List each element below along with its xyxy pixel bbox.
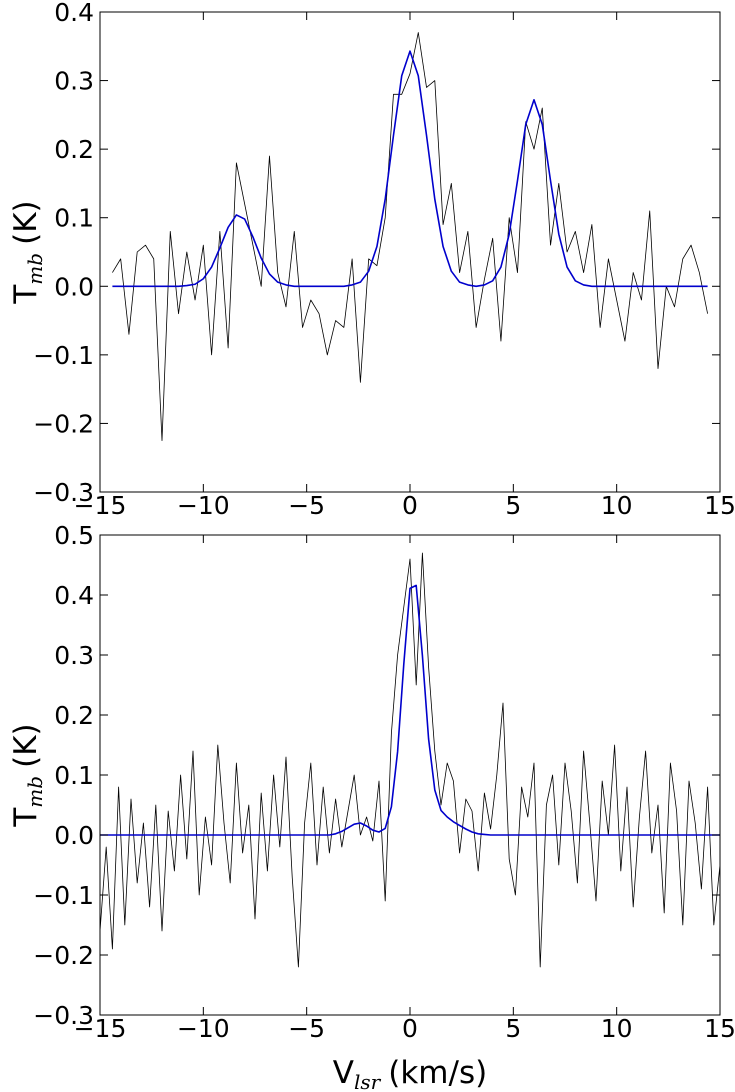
x-label-unit: (km/s): [388, 1055, 487, 1091]
spectrum-line: [100, 552, 720, 968]
axes-frame: [99, 534, 721, 1016]
x-tick-label: 0: [402, 491, 418, 520]
x-label-sub: lsr: [354, 1070, 382, 1092]
y-label-sub: mb: [23, 253, 47, 285]
y-label-main: T: [8, 807, 44, 828]
y-tick-label: 0.4: [54, 0, 94, 27]
y-tick-label: −0.3: [33, 1001, 94, 1030]
y-tick-label: −0.2: [33, 409, 94, 438]
y-tick-label: 0.3: [54, 67, 94, 96]
x-axis-label: Vlsr (km/s): [333, 1055, 487, 1092]
y-tick-label: 0.4: [54, 581, 94, 610]
x-tick-label: 10: [601, 1014, 633, 1043]
x-tick-label: −15: [74, 491, 127, 520]
spectrum-line: [100, 584, 720, 836]
y-tick-label: 0.3: [54, 641, 94, 670]
x-tick-label: −10: [177, 491, 230, 520]
x-tick-label: −15: [74, 1014, 127, 1043]
y-tick-label: 0.1: [54, 761, 94, 790]
spectrum-line: [112, 50, 708, 288]
x-tick-label: 5: [505, 491, 521, 520]
y-tick-label: 0.2: [54, 701, 94, 730]
x-tick-label: 10: [601, 491, 633, 520]
y-label-sub: mb: [23, 776, 47, 808]
y-label-unit: (K): [8, 723, 44, 768]
y-tick-label: −0.3: [33, 478, 94, 507]
y-tick-label: −0.1: [33, 341, 94, 370]
spectrum-line: [112, 32, 708, 441]
x-tick-label: −10: [177, 1014, 230, 1043]
y-tick-label: 0.0: [54, 272, 94, 301]
x-label-main: V: [333, 1055, 354, 1091]
axes-frame: [99, 11, 721, 493]
y-tick-label: −0.1: [33, 881, 94, 910]
y-axis-label: Tmb (K): [8, 723, 47, 827]
x-tick-label: 0: [402, 1014, 418, 1043]
x-tick-label: 15: [704, 491, 735, 520]
y-axis-label: Tmb (K): [8, 200, 47, 304]
y-label-unit: (K): [8, 200, 44, 245]
x-tick-label: 15: [704, 1014, 735, 1043]
x-tick-label: 5: [505, 1014, 521, 1043]
x-tick-label: −5: [288, 1014, 325, 1043]
y-label-main: T: [8, 284, 44, 305]
y-tick-label: 0.0: [54, 821, 94, 850]
y-tick-label: 0.5: [54, 521, 94, 550]
y-tick-label: 0.2: [54, 135, 94, 164]
x-tick-label: −5: [288, 491, 325, 520]
y-tick-label: −0.2: [33, 941, 94, 970]
y-tick-label: 0.1: [54, 204, 94, 233]
